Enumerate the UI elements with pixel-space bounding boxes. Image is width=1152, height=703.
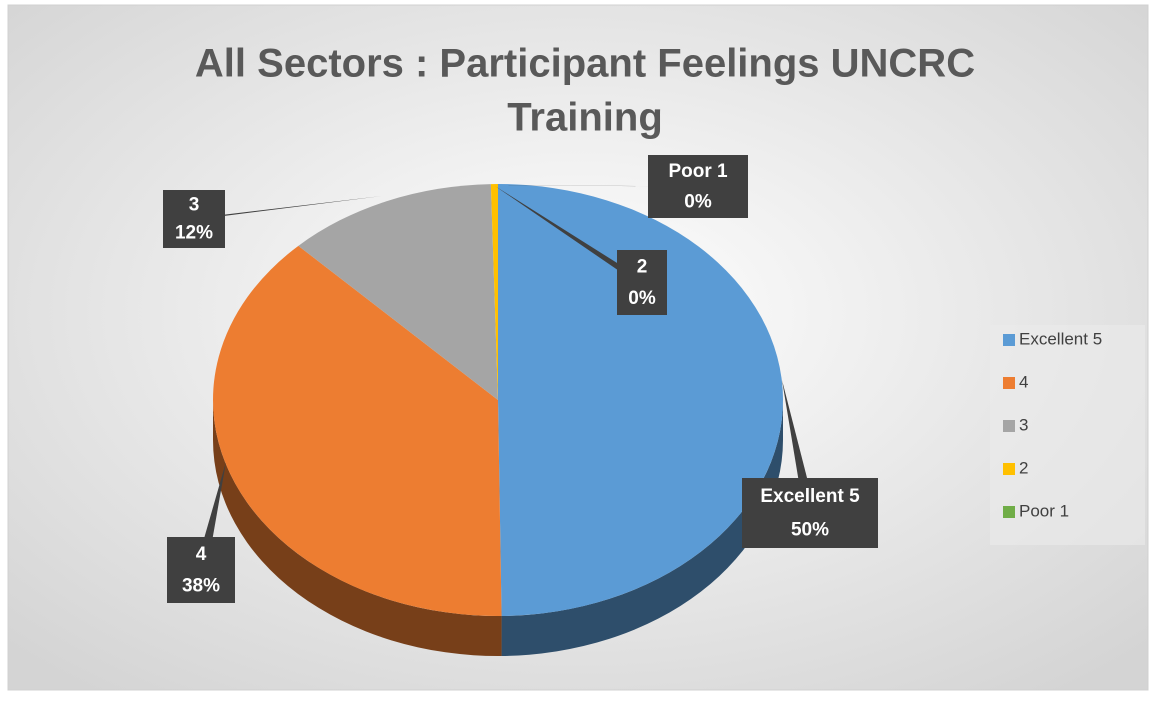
data-label-category: Excellent 5 [760,486,860,507]
legend-label: 3 [1019,415,1028,434]
data-label-box [617,250,667,315]
data-label-value: 50% [791,520,829,541]
data-label-value: 0% [628,288,656,309]
legend-swatch [1003,506,1015,518]
data-label-value: 0% [684,191,712,212]
pie-slice [490,184,498,400]
legend-swatch [1003,334,1015,346]
pie-slice [498,184,783,616]
legend-label: 4 [1019,372,1028,391]
data-label-category: 3 [189,195,200,216]
data-label-box [167,537,235,603]
data-label-category: 2 [637,257,648,278]
data-label-category: 4 [196,544,207,565]
data-label-box [648,155,748,218]
pie-slice [212,245,502,616]
label-leader [188,195,390,219]
data-label-value: 12% [175,223,213,244]
legend-swatch [1003,377,1015,389]
pie-side [501,400,783,656]
data-label-value: 38% [182,576,220,597]
legend-label: Excellent 5 [1019,329,1102,348]
label-leader [495,186,648,283]
legend-box [990,325,1145,545]
data-label-category: Poor 1 [668,161,728,182]
legend-label: Poor 1 [1019,501,1069,520]
chart-title: Training [507,96,663,140]
chart-title: All Sectors : Participant Feelings UNCRC [195,42,975,86]
data-label-box [742,478,878,548]
data-label-box [163,190,225,248]
legend-swatch [1003,420,1015,432]
pie-slice [298,184,498,400]
legend-label: 2 [1019,458,1028,477]
legend-swatch [1003,463,1015,475]
pie-side [213,400,502,656]
